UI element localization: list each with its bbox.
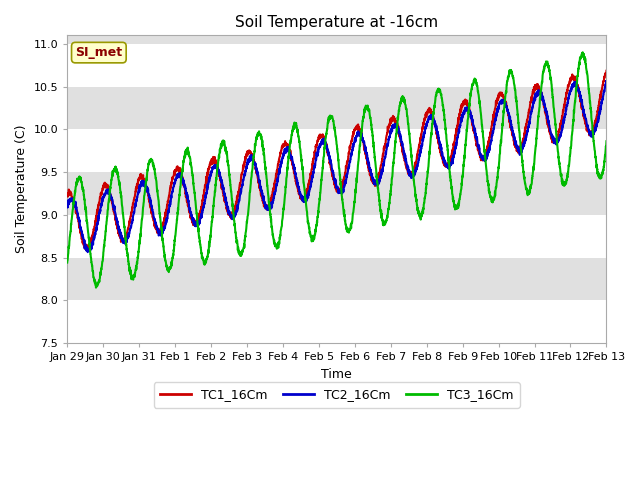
Bar xyxy=(67,44,607,86)
Bar xyxy=(67,129,607,172)
Bar xyxy=(67,258,607,300)
Bar xyxy=(67,1,607,44)
Bar xyxy=(67,172,607,215)
X-axis label: Time: Time xyxy=(321,368,352,381)
Y-axis label: Soil Temperature (C): Soil Temperature (C) xyxy=(15,125,28,253)
Bar xyxy=(67,86,607,129)
Legend: TC1_16Cm, TC2_16Cm, TC3_16Cm: TC1_16Cm, TC2_16Cm, TC3_16Cm xyxy=(154,382,520,408)
Text: SI_met: SI_met xyxy=(76,46,122,59)
Title: Soil Temperature at -16cm: Soil Temperature at -16cm xyxy=(236,15,438,30)
Bar xyxy=(67,215,607,258)
Bar xyxy=(67,300,607,343)
